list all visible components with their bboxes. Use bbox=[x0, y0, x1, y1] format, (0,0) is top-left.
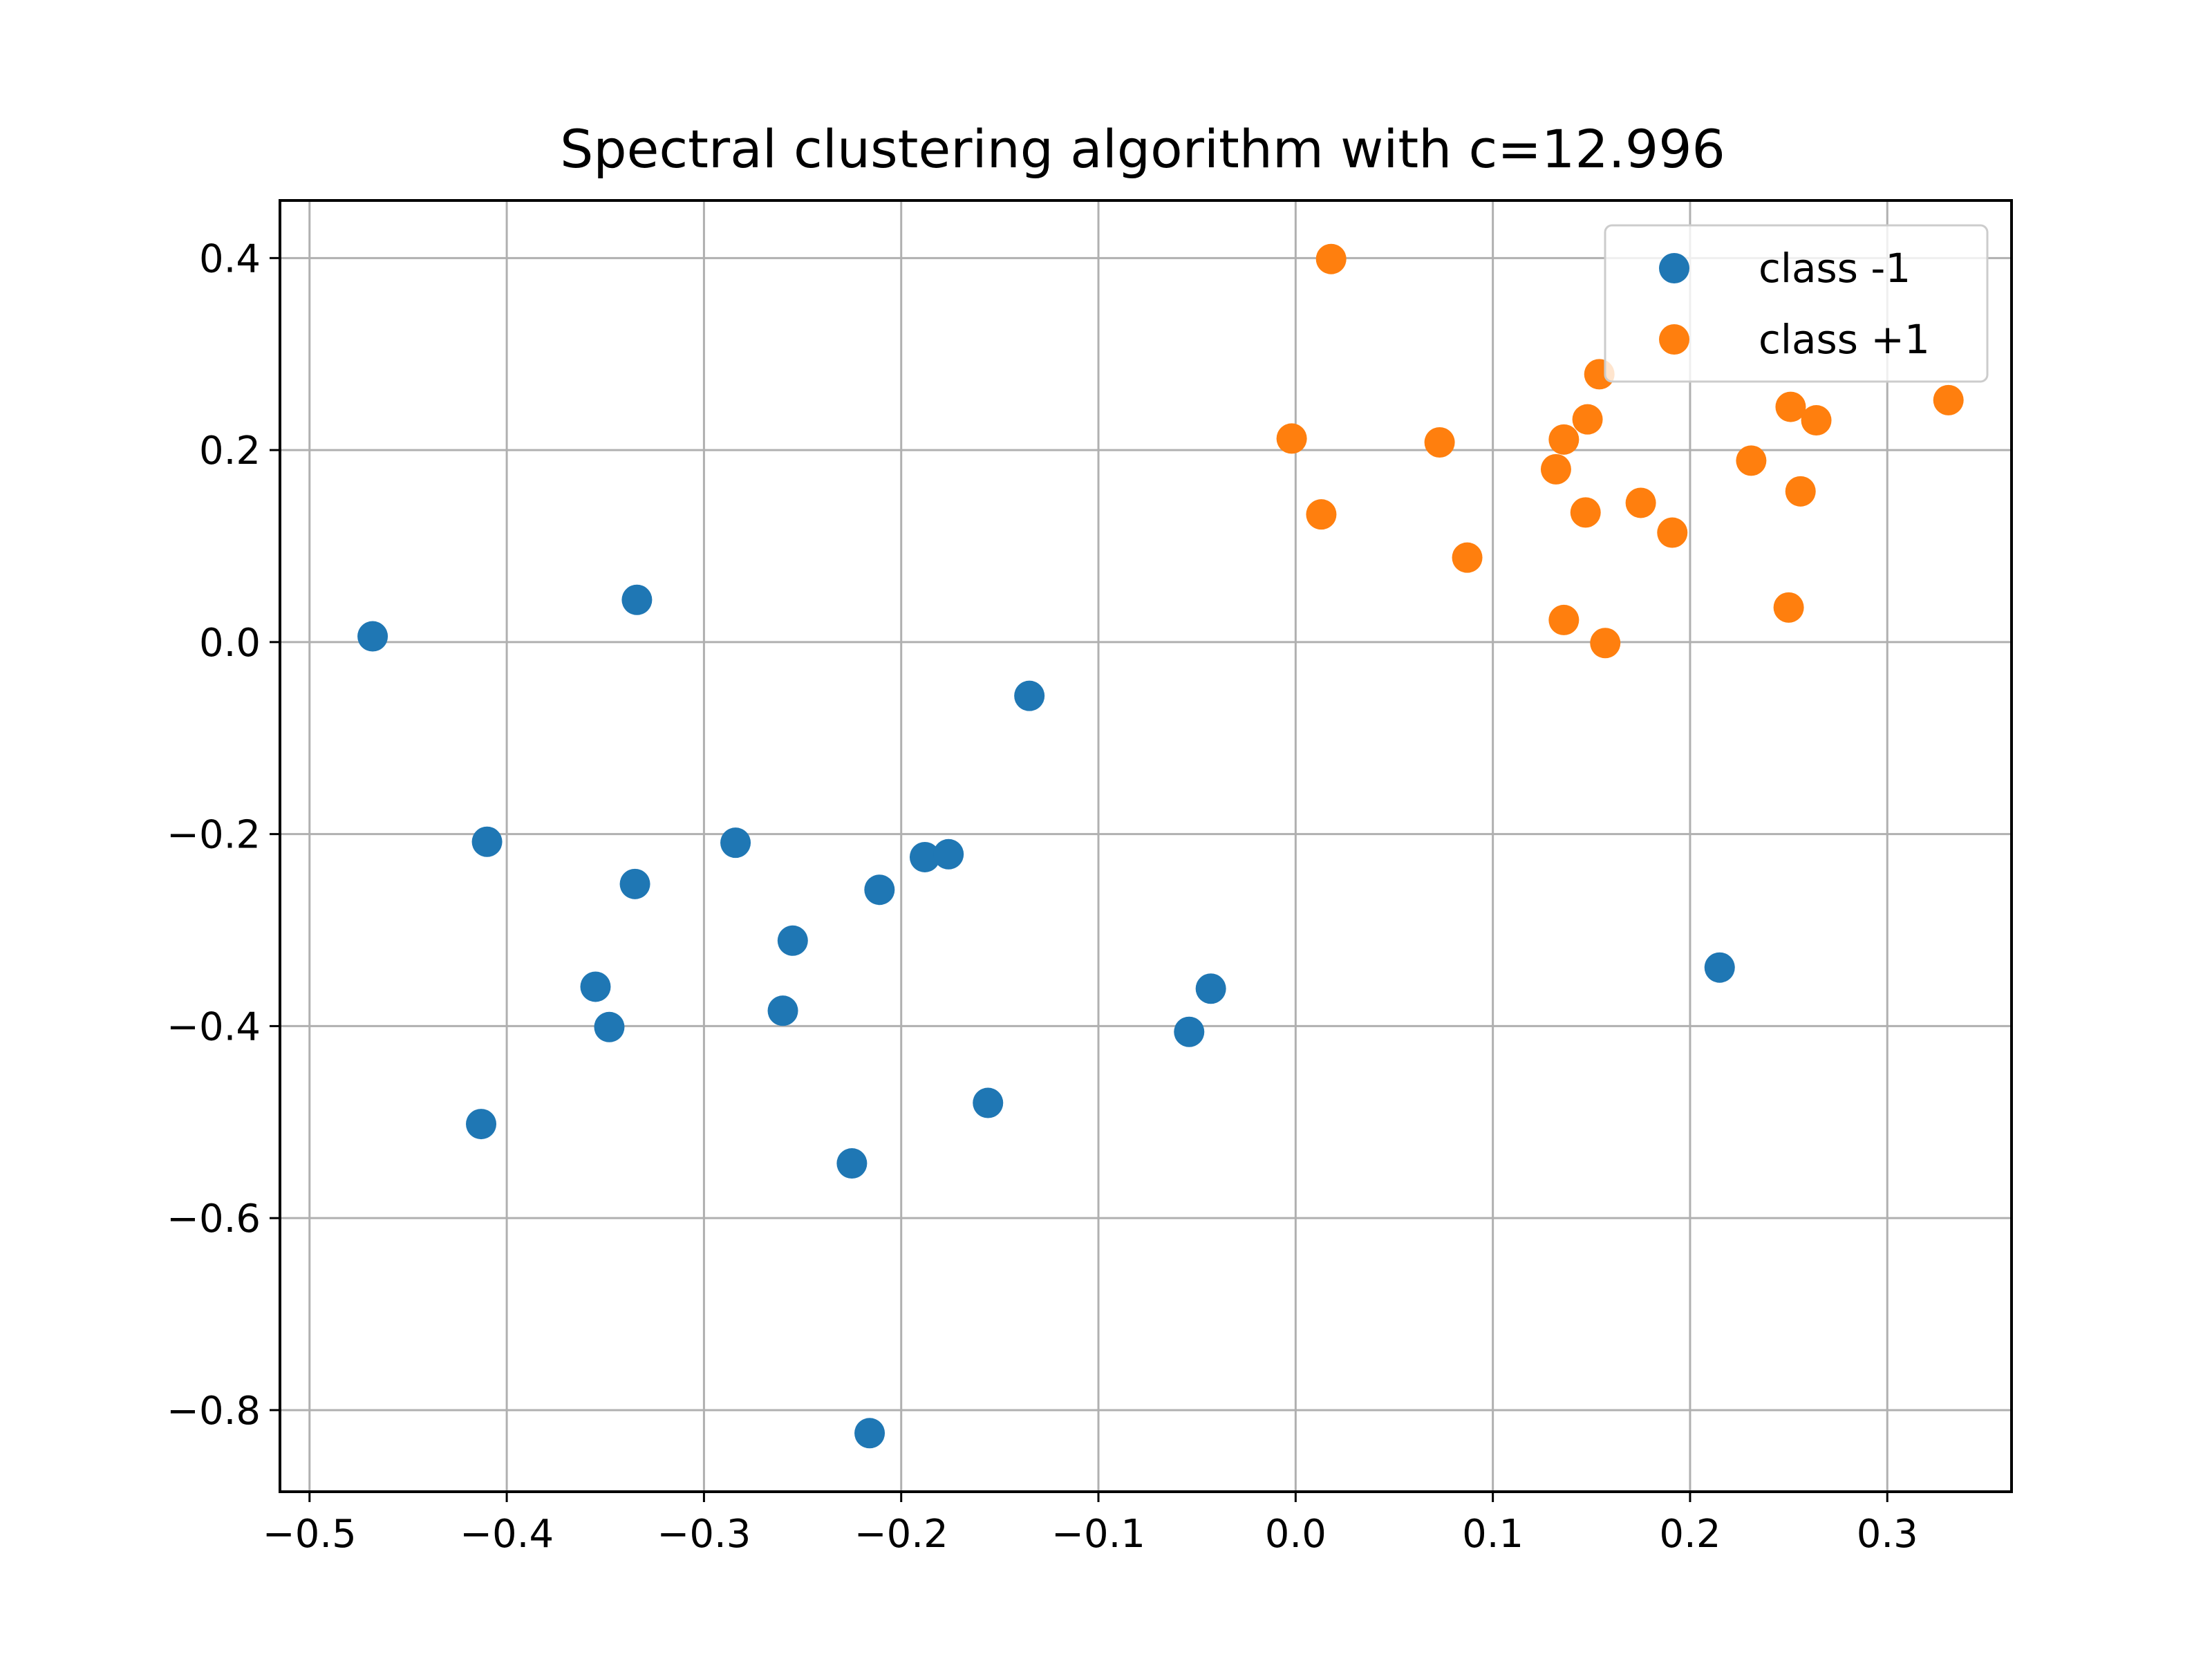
chart-title: Spectral clustering algorithm with c=12.… bbox=[560, 118, 1725, 180]
x-tick-label: −0.3 bbox=[657, 1512, 751, 1557]
data-point-class-pos1 bbox=[1657, 517, 1688, 548]
x-tick-label: 0.2 bbox=[1659, 1512, 1721, 1557]
x-tick-label: −0.5 bbox=[263, 1512, 357, 1557]
y-tick-label: 0.2 bbox=[199, 429, 261, 474]
legend-box bbox=[1604, 224, 1989, 383]
x-tick-label: 0.0 bbox=[1265, 1512, 1327, 1557]
y-tick-label: −0.8 bbox=[167, 1389, 261, 1434]
data-point-class-neg1 bbox=[357, 621, 388, 652]
legend-label: class +1 bbox=[1759, 316, 1930, 363]
data-point-class-pos1 bbox=[1801, 405, 1832, 436]
data-point-class-neg1 bbox=[594, 1011, 625, 1042]
data-point-class-neg1 bbox=[973, 1087, 1004, 1118]
data-point-class-neg1 bbox=[1704, 952, 1735, 983]
data-point-class-pos1 bbox=[1548, 424, 1580, 455]
y-tick-label: −0.6 bbox=[167, 1197, 261, 1241]
data-point-class-neg1 bbox=[767, 995, 798, 1027]
data-point-class-neg1 bbox=[854, 1418, 885, 1449]
data-point-class-neg1 bbox=[580, 971, 611, 1002]
data-point-class-pos1 bbox=[1306, 499, 1337, 530]
data-point-class-pos1 bbox=[1625, 487, 1656, 518]
data-points bbox=[357, 243, 1964, 1449]
data-point-class-pos1 bbox=[1773, 592, 1804, 623]
y-tick-label: −0.2 bbox=[167, 813, 261, 858]
data-point-class-neg1 bbox=[1195, 973, 1226, 1004]
data-point-class-neg1 bbox=[909, 841, 940, 872]
data-point-class-neg1 bbox=[619, 868, 650, 899]
data-point-class-neg1 bbox=[864, 874, 895, 906]
plot-frame bbox=[279, 199, 2013, 1493]
data-point-class-pos1 bbox=[1276, 423, 1307, 454]
data-point-class-pos1 bbox=[1590, 628, 1621, 659]
data-point-class-pos1 bbox=[1933, 384, 1964, 415]
data-point-class-pos1 bbox=[1315, 243, 1347, 274]
data-point-class-neg1 bbox=[836, 1148, 868, 1179]
data-point-class-pos1 bbox=[1540, 453, 1571, 485]
legend-label: class -1 bbox=[1759, 245, 1911, 292]
legend-marker bbox=[1659, 324, 1689, 355]
data-point-class-pos1 bbox=[1775, 391, 1806, 422]
x-tick-label: −0.2 bbox=[854, 1512, 948, 1557]
x-tick-label: 0.1 bbox=[1462, 1512, 1524, 1557]
data-point-class-pos1 bbox=[1572, 404, 1603, 435]
data-point-class-neg1 bbox=[720, 827, 751, 859]
y-tick-label: −0.4 bbox=[167, 1004, 261, 1049]
data-point-class-neg1 bbox=[777, 925, 808, 956]
y-tick-label: 0.0 bbox=[199, 621, 261, 666]
data-point-class-neg1 bbox=[466, 1109, 497, 1140]
y-tick-label: 0.4 bbox=[199, 236, 261, 281]
data-point-class-pos1 bbox=[1736, 445, 1767, 476]
data-point-class-pos1 bbox=[1548, 604, 1580, 635]
data-point-class-pos1 bbox=[1785, 476, 1816, 507]
data-point-class-neg1 bbox=[1014, 680, 1045, 711]
x-tick-label: −0.1 bbox=[1051, 1512, 1145, 1557]
x-tick-label: 0.3 bbox=[1857, 1512, 1918, 1557]
data-point-class-pos1 bbox=[1424, 427, 1455, 458]
data-point-class-pos1 bbox=[1570, 497, 1601, 528]
legend: class -1 class +1 bbox=[1604, 224, 1989, 383]
data-point-class-neg1 bbox=[1174, 1016, 1205, 1047]
data-point-class-neg1 bbox=[933, 838, 964, 870]
data-point-class-neg1 bbox=[621, 584, 653, 615]
x-tick-label: −0.4 bbox=[460, 1512, 554, 1557]
data-point-class-neg1 bbox=[471, 826, 503, 857]
data-point-class-pos1 bbox=[1452, 542, 1483, 573]
legend-marker bbox=[1659, 253, 1689, 283]
axis-ticks: −0.5 −0.4 −0.3 −0.2 −0.1 0.0 0.1 0.2 0.3 0.4 0.2 0.… bbox=[167, 236, 1918, 1557]
